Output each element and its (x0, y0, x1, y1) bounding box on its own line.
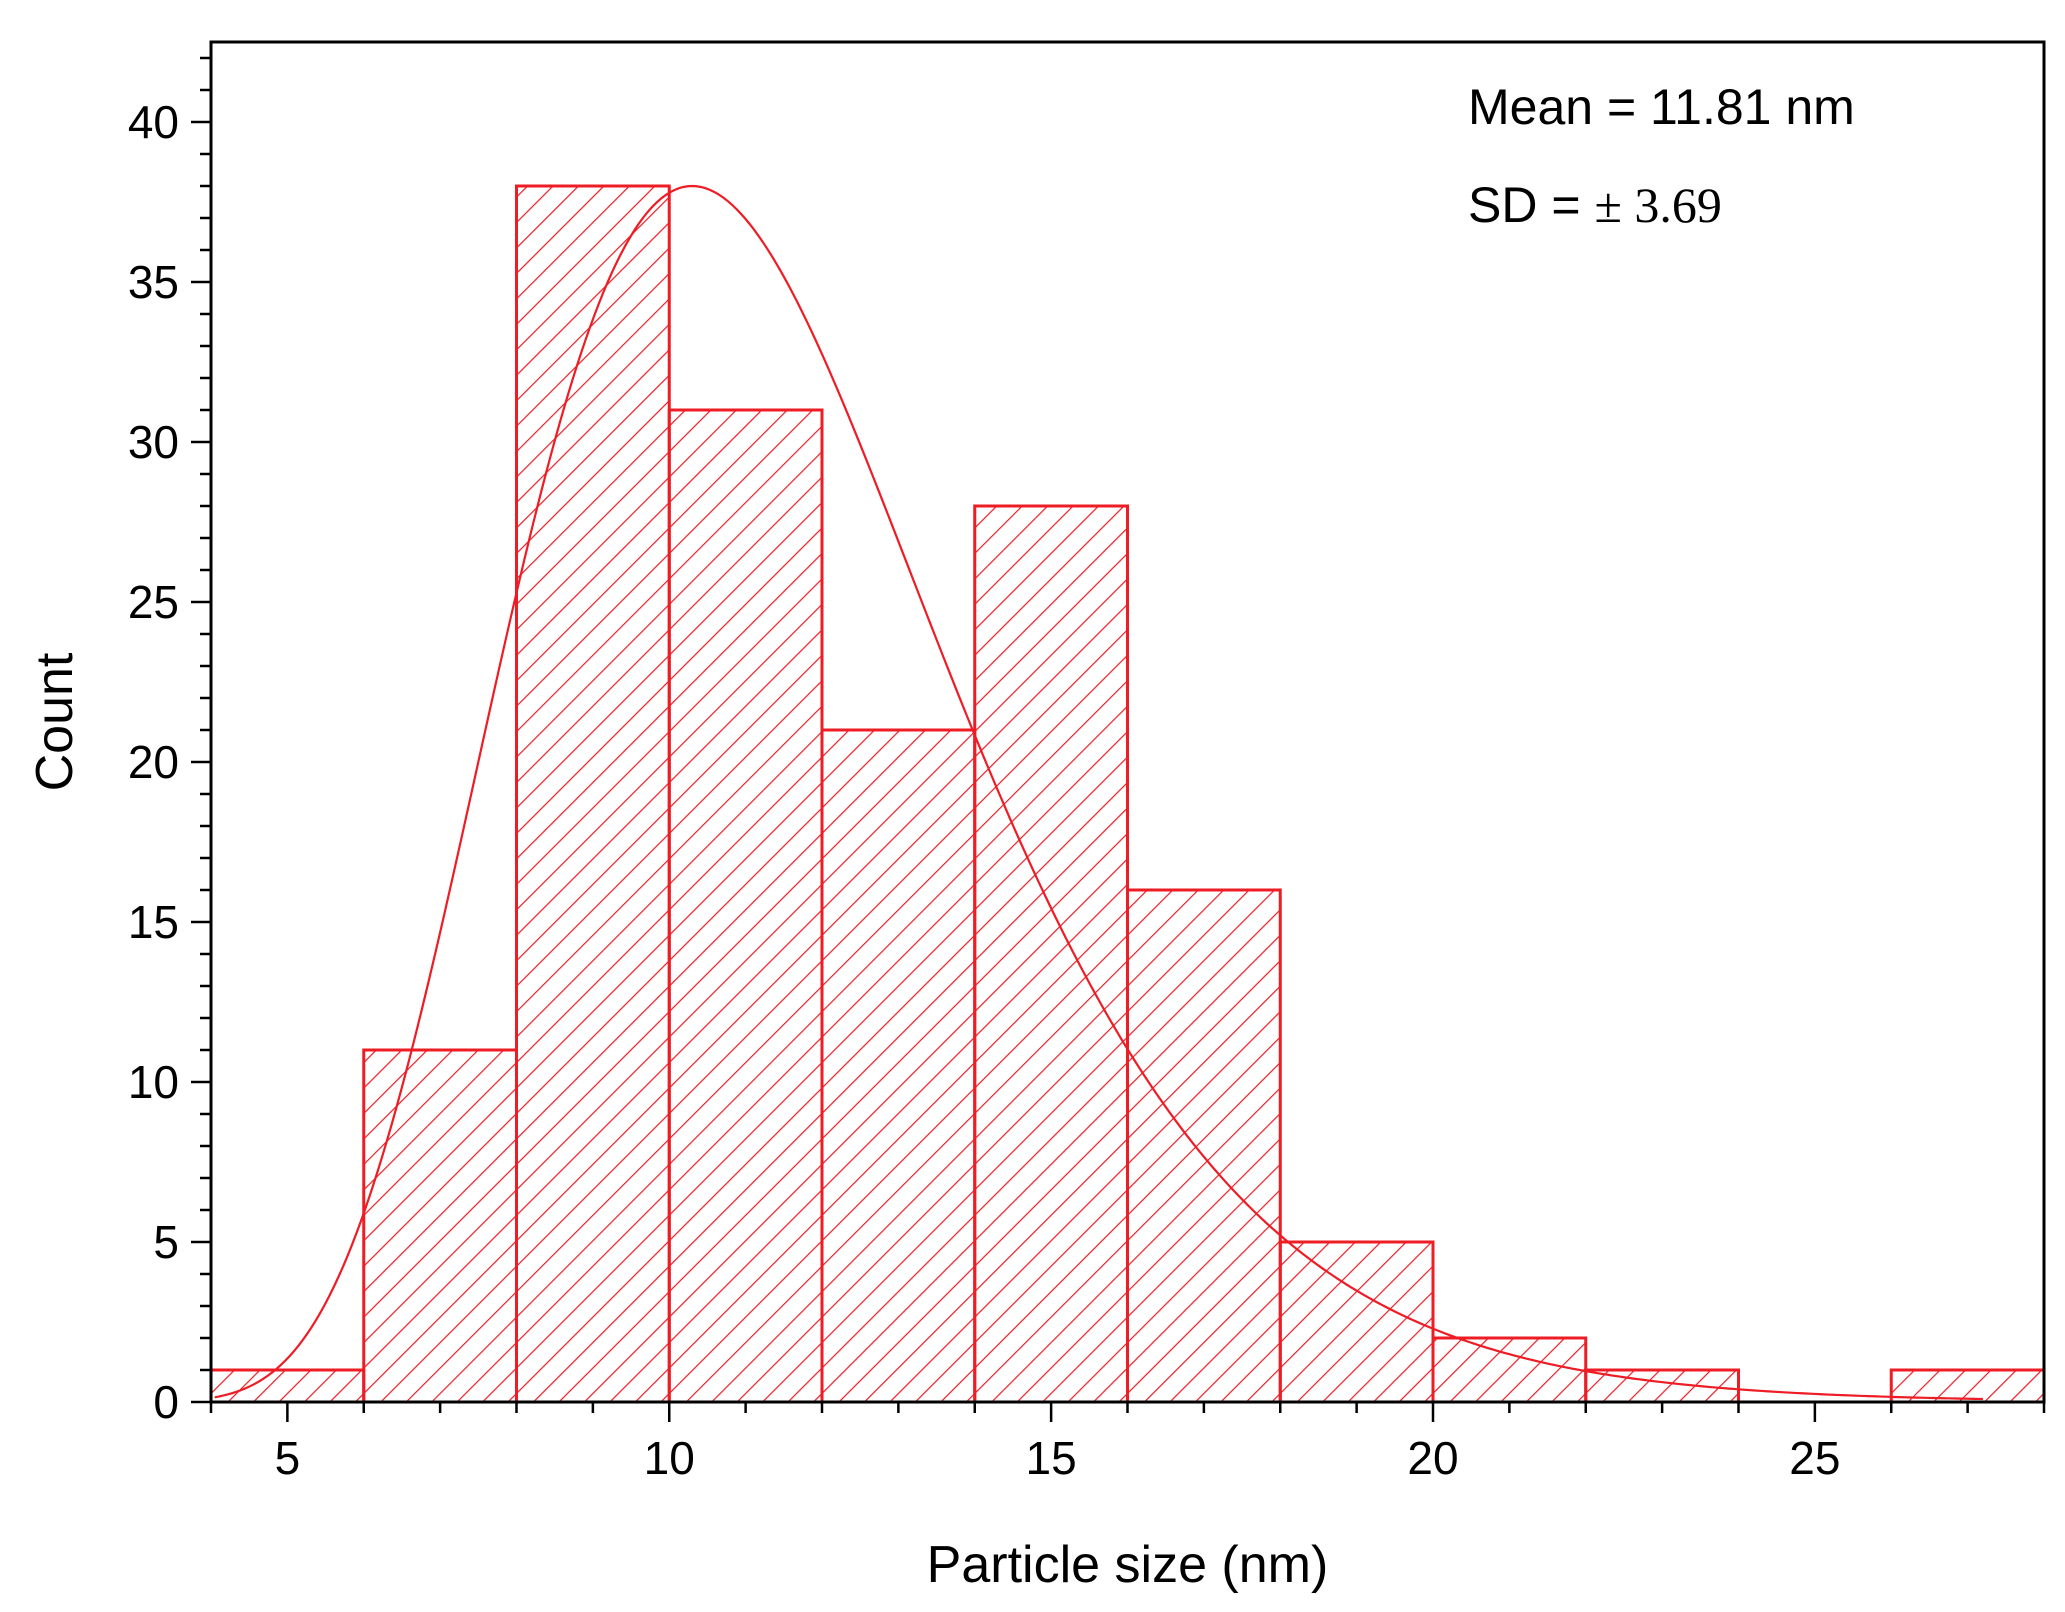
histogram-bar (362, 1048, 518, 1404)
mean-annotation: Mean = 11.81 nm (1468, 79, 1855, 135)
y-tick-label: 35 (128, 256, 179, 308)
x-axis-title: Particle size (nm) (927, 1536, 1329, 1594)
x-tick-label: 10 (644, 1432, 695, 1484)
histogram-bar (1278, 1240, 1435, 1404)
x-tick-label: 5 (275, 1432, 301, 1484)
x-tick-label: 25 (1789, 1432, 1840, 1484)
sd-annotation: SD = ± 3.69 (1468, 177, 1722, 233)
sd-prefix: SD = (1468, 177, 1594, 233)
x-tick-label: 15 (1026, 1432, 1077, 1484)
y-tick-label: 10 (128, 1056, 179, 1108)
histogram-bar (667, 408, 824, 1404)
histogram-bars (209, 184, 2046, 1404)
x-tick-label: 20 (1407, 1432, 1458, 1484)
y-tick-label: 40 (128, 96, 179, 148)
histogram-bar (973, 504, 1129, 1404)
y-tick-label: 25 (128, 576, 179, 628)
y-tick-label: 20 (128, 736, 179, 788)
y-tick-label: 5 (153, 1216, 179, 1268)
histogram-bar (820, 728, 977, 1404)
histogram-bar (1431, 1336, 1588, 1404)
sd-value: ± 3.69 (1594, 177, 1721, 233)
x-axis-ticks: 5 10 15 20 25 (209, 1402, 2046, 1484)
y-tick-label: 0 (153, 1376, 179, 1428)
fit-curve (214, 184, 1983, 1401)
histogram-bar (209, 1368, 366, 1404)
histogram-bar (1126, 888, 1282, 1404)
y-axis-ticks: 0 5 10 15 20 25 30 35 40 (128, 56, 211, 1428)
y-axis-title: Count (26, 652, 84, 791)
y-tick-label: 30 (128, 416, 179, 468)
y-tick-label: 15 (128, 896, 179, 948)
histogram-bar (515, 184, 671, 1404)
